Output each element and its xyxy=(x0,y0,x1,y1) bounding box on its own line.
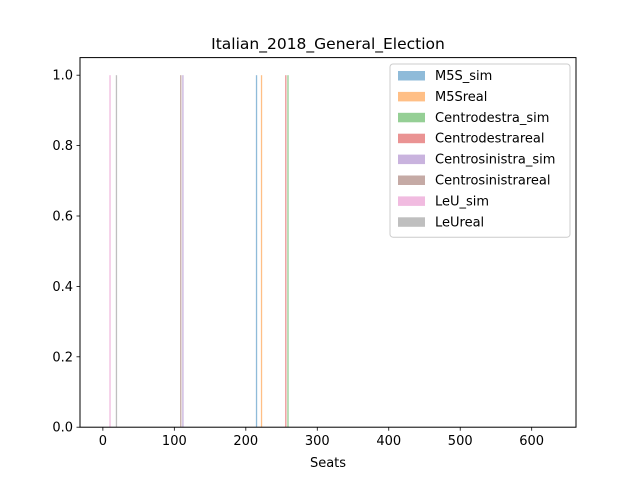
chart-title: Italian_2018_General_Election xyxy=(211,35,445,54)
plot-frame xyxy=(79,57,577,428)
legend-swatch-centrosinistrareal xyxy=(398,175,425,185)
legend-label-centrodestrareal: Centrodestrareal xyxy=(435,132,545,147)
x-tick-label: 0 xyxy=(99,434,107,449)
x-axis-label: Seats xyxy=(310,456,346,471)
legend-swatch-m5s-sim xyxy=(398,71,425,81)
legend-label-centrodestra-sim: Centrodestra_sim xyxy=(435,111,549,126)
x-axis-ticks: 0 100 200 300 400 500 600 xyxy=(99,427,544,449)
bar-centrosinistra-sim xyxy=(182,75,184,428)
legend-label-m5s-sim: M5S_sim xyxy=(435,69,492,84)
bar-centrosinistrareal xyxy=(180,75,182,428)
y-tick-label: 0.0 xyxy=(52,421,73,436)
legend-swatch-m5sreal xyxy=(398,91,425,102)
legend-swatch-centrodestra-sim xyxy=(398,112,425,123)
legend-swatch-leureal xyxy=(398,217,425,227)
bar-leureal xyxy=(115,75,118,428)
legend-label-m5sreal: M5Sreal xyxy=(435,90,487,105)
bar-leu-sim xyxy=(109,75,111,428)
y-tick-label: 0.4 xyxy=(52,280,73,295)
x-tick-label: 400 xyxy=(376,434,401,449)
bar-m5s-sim xyxy=(255,75,258,428)
bar-centrodestra-sim xyxy=(287,75,289,428)
bar-m5sreal xyxy=(260,75,263,428)
legend-frame xyxy=(389,63,571,238)
x-tick-label: 300 xyxy=(305,434,330,449)
x-tick-label: 200 xyxy=(233,434,258,449)
bars-layer xyxy=(109,75,289,428)
legend-swatch-centrosinistra-sim xyxy=(398,154,425,165)
bar-centrodestrareal xyxy=(285,75,287,428)
legend-label-leureal: LeUreal xyxy=(435,215,484,230)
axes: 0 100 200 300 400 500 600 0.0 0.2 0.4 0.6 0.8 1.0 xyxy=(52,57,577,449)
legend-label-centrosinistrareal: Centrosinistrareal xyxy=(435,174,550,189)
legend-swatch-leu-sim xyxy=(398,196,425,206)
y-axis-ticks: 0.0 0.2 0.4 0.6 0.8 1.0 xyxy=(52,69,80,436)
legend: M5S_sim M5Sreal Centrodestra_sim Centrodest… xyxy=(389,63,571,238)
x-tick-label: 500 xyxy=(448,434,473,449)
x-tick-label: 100 xyxy=(162,434,187,449)
legend-label-centrosinistra-sim: Centrosinistra_sim xyxy=(435,153,555,168)
y-tick-label: 0.8 xyxy=(52,139,73,154)
y-tick-label: 0.2 xyxy=(52,350,73,365)
y-tick-label: 1.0 xyxy=(52,69,73,84)
legend-swatch-centrodestrareal xyxy=(398,133,425,144)
x-tick-label: 600 xyxy=(519,434,544,449)
y-tick-label: 0.6 xyxy=(52,210,73,225)
legend-label-leu-sim: LeU_sim xyxy=(435,194,489,209)
